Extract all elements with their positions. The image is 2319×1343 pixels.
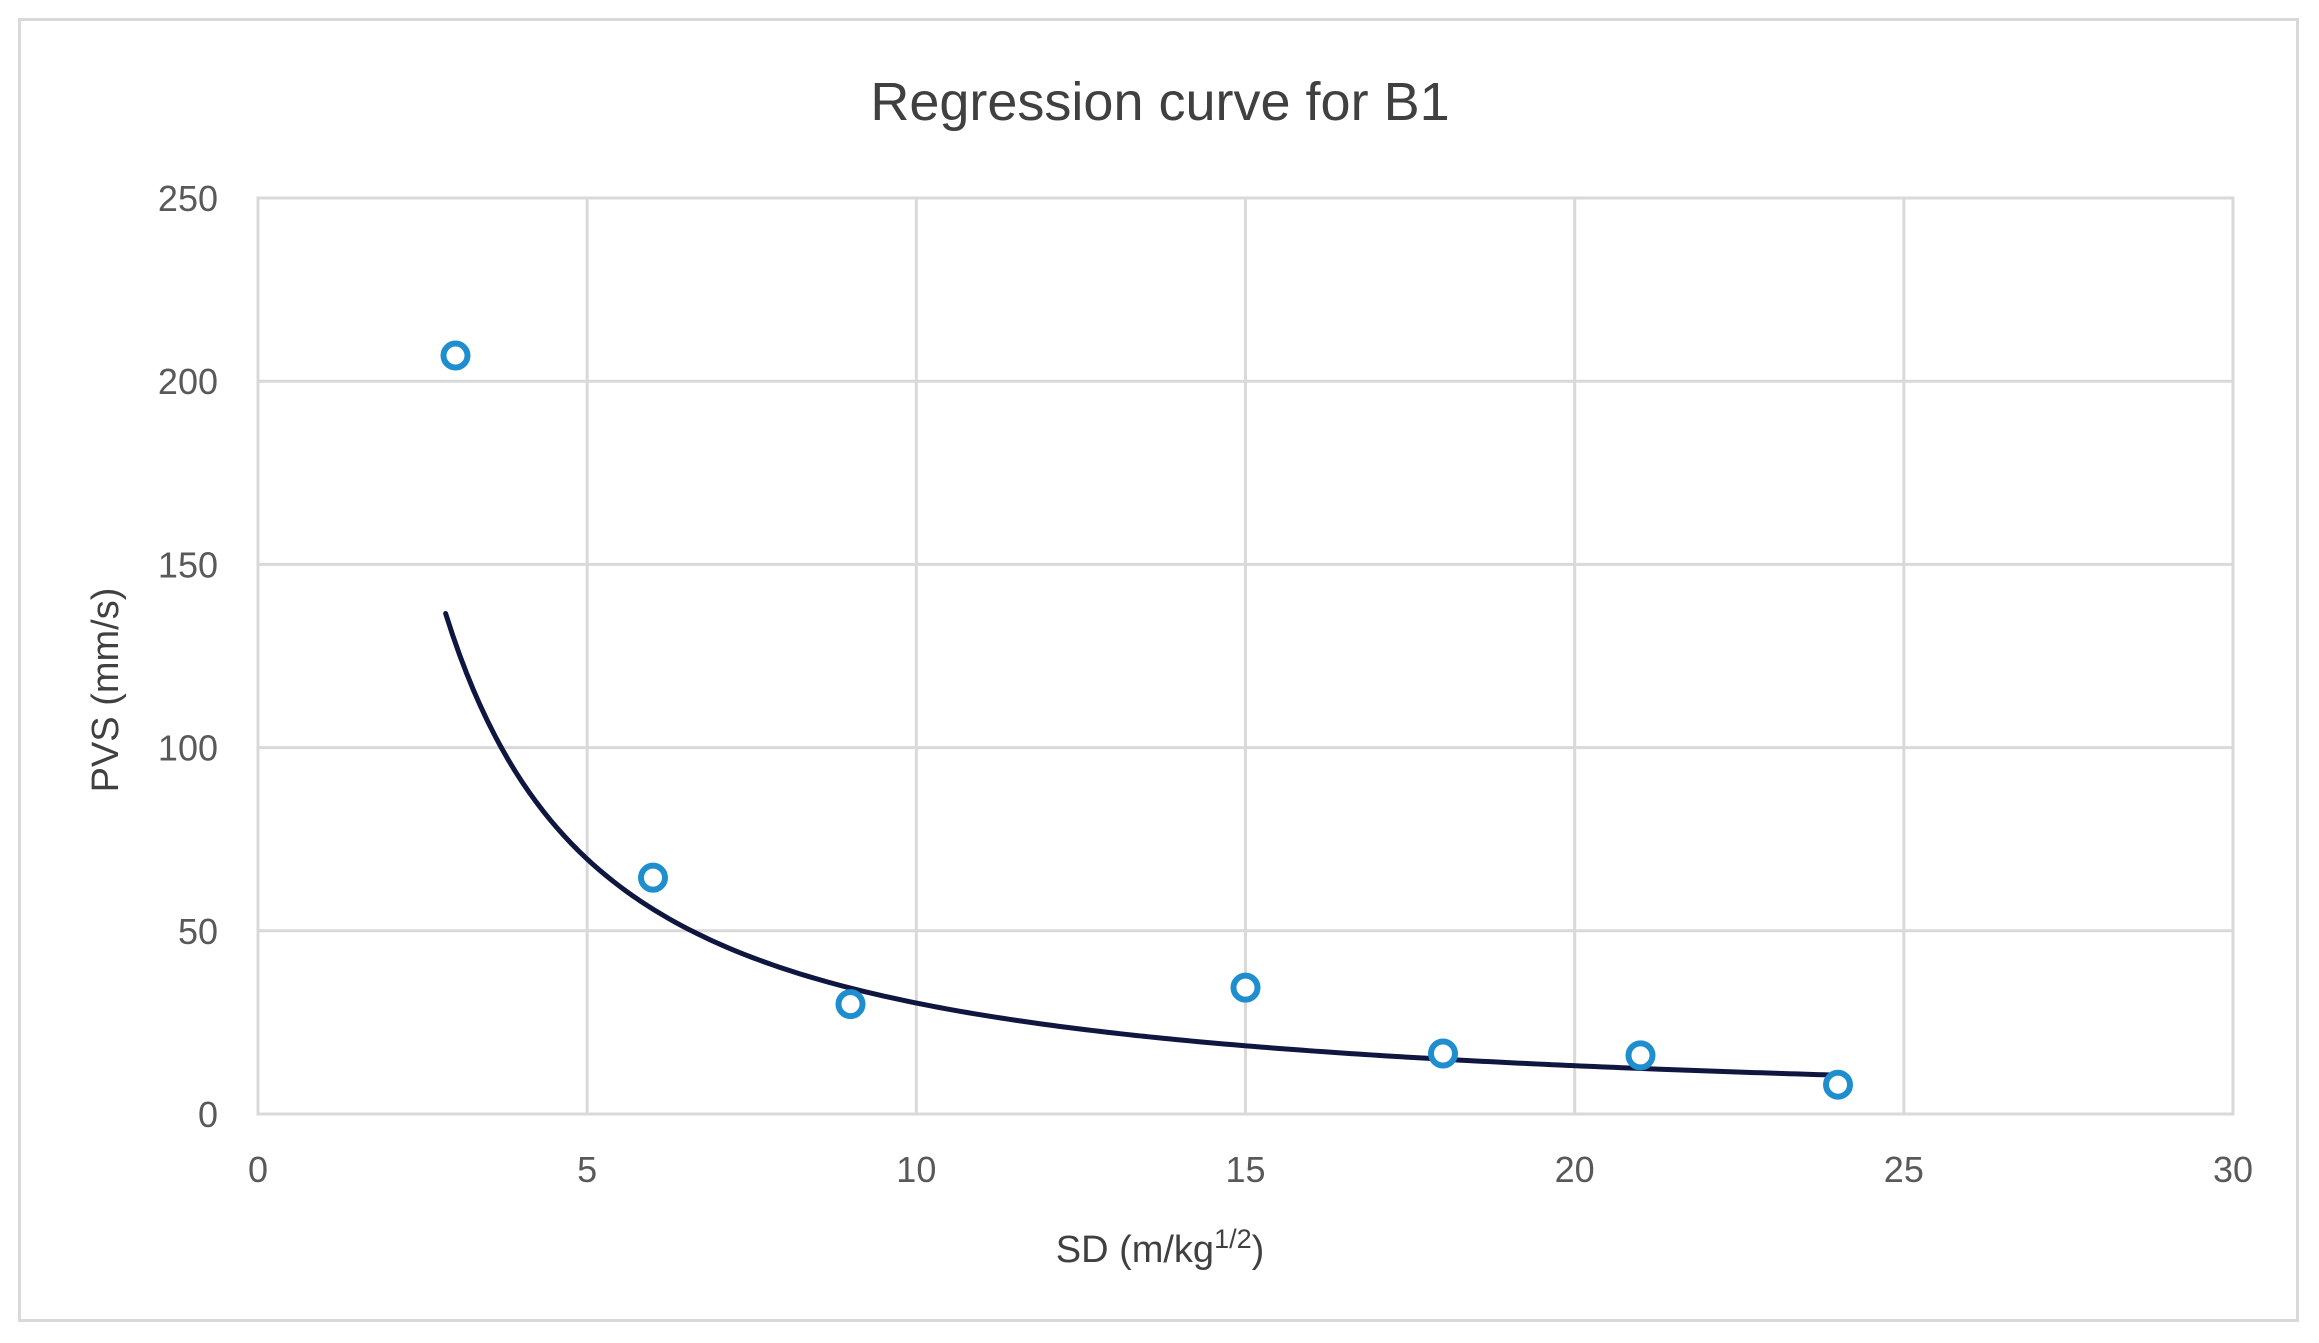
y-tick-label: 100: [158, 728, 218, 769]
data-point: [835, 989, 866, 1020]
x-axis-title-suffix: ): [1252, 1229, 1265, 1271]
y-tick-label: 200: [158, 361, 218, 402]
y-tick-label: 0: [198, 1094, 218, 1135]
data-points: [440, 340, 1853, 1100]
data-point: [1625, 1040, 1656, 1071]
data-point: [1823, 1069, 1853, 1100]
x-axis-title-superscript: 1/2: [1214, 1224, 1252, 1254]
x-axis-title-main: SD (m/kg: [1056, 1229, 1214, 1271]
x-axis-tick-labels: 0 5 10 15 20 25 30: [248, 1149, 2253, 1190]
y-axis-title: PVS (mm/s): [85, 588, 127, 793]
x-tick-label: 30: [2213, 1149, 2253, 1190]
y-axis-tick-labels: 0 50 100 150 200 250: [158, 178, 218, 1135]
chart-frame: [18, 18, 2299, 1322]
data-point: [1428, 1038, 1458, 1069]
data-point: [1230, 972, 1261, 1003]
data-point: [638, 862, 668, 893]
data-point: [440, 340, 471, 371]
y-tick-label: 50: [178, 911, 218, 952]
plot-area-border: [256, 196, 2235, 1116]
y-tick-label: 150: [158, 544, 218, 585]
x-tick-label: 20: [1555, 1149, 1595, 1190]
y-tick-label: 250: [158, 178, 218, 219]
x-axis-title: SD (m/kg1/2): [1056, 1224, 1265, 1271]
x-tick-label: 10: [896, 1149, 936, 1190]
x-tick-label: 15: [1225, 1149, 1265, 1190]
x-tick-label: 25: [1884, 1149, 1924, 1190]
chart-title: Regression curve for B1: [870, 72, 1449, 132]
trendline-curve: [443, 611, 1841, 1078]
x-tick-label: 0: [248, 1149, 268, 1190]
x-tick-label: 5: [577, 1149, 597, 1190]
